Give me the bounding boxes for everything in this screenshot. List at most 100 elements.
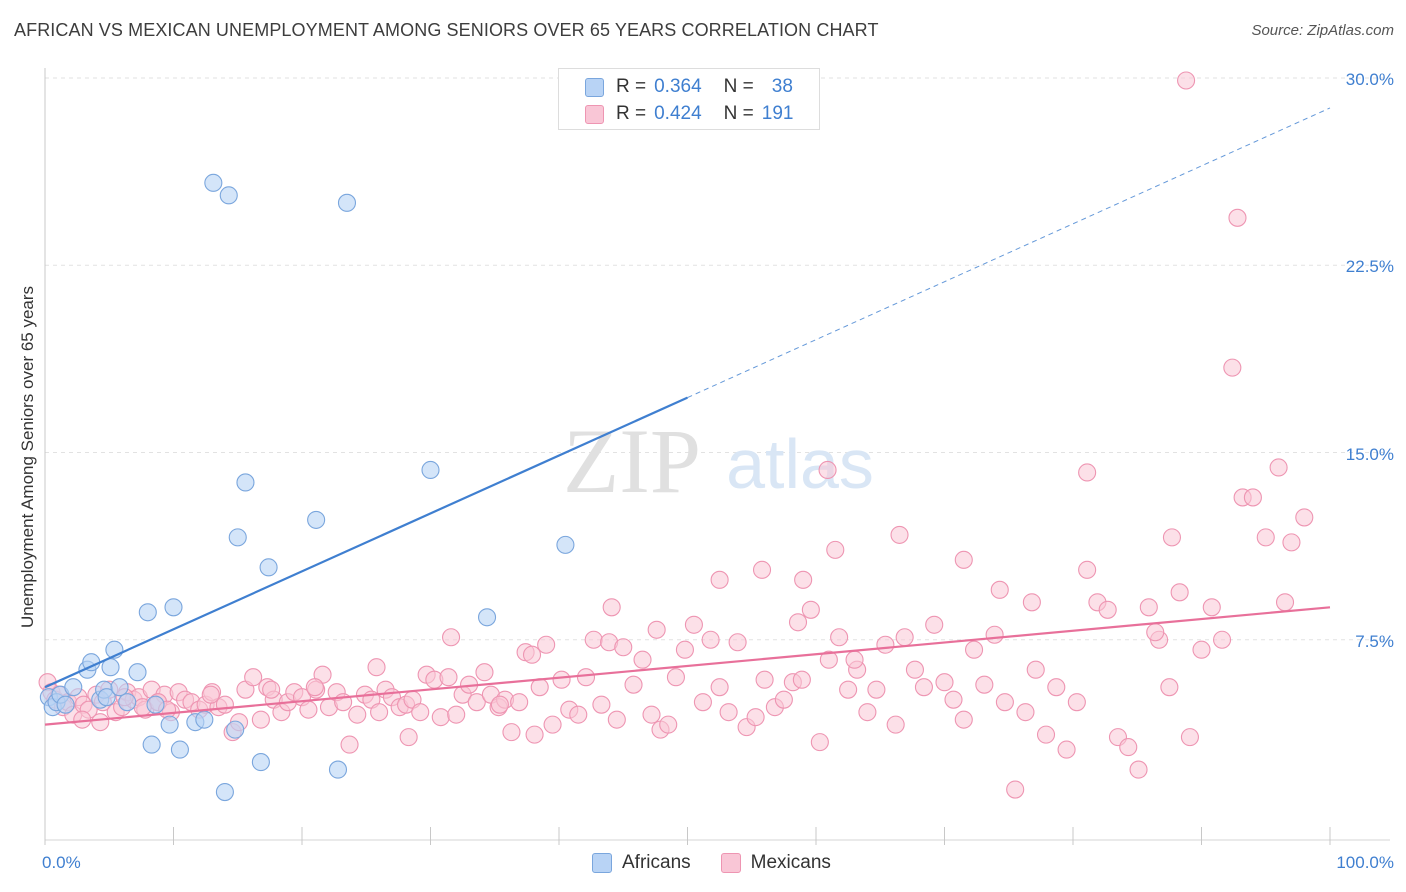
mexicans-point-30[interactable] (215, 695, 234, 714)
mexicans-point-87[interactable] (624, 675, 643, 694)
mexicans-point-108[interactable] (810, 733, 829, 752)
africans-point-16[interactable] (138, 603, 157, 622)
mexicans-point-127[interactable] (995, 693, 1014, 712)
mexicans-point-174[interactable] (399, 728, 418, 747)
africans-point-10[interactable] (97, 688, 116, 707)
africans-point-26[interactable] (259, 558, 278, 577)
mexicans-point-164[interactable] (845, 650, 864, 669)
mexicans-point-169[interactable] (794, 570, 813, 589)
mexicans-point-176[interactable] (305, 678, 324, 697)
mexicans-point-148[interactable] (1213, 630, 1232, 649)
mexicans-point-85[interactable] (607, 710, 626, 729)
africans-point-25[interactable] (251, 753, 270, 772)
mexicans-point-145[interactable] (1180, 728, 1199, 747)
mexicans-point-76[interactable] (537, 635, 556, 654)
mexicans-point-183[interactable] (91, 713, 110, 732)
mexicans-point-155[interactable] (1295, 508, 1314, 527)
mexicans-point-99[interactable] (728, 633, 747, 652)
mexicans-point-178[interactable] (201, 685, 220, 704)
mexicans-point-186[interactable] (525, 725, 544, 744)
africans-point-15[interactable] (128, 663, 147, 682)
mexicans-point-184[interactable] (1146, 623, 1165, 642)
mexicans-point-166[interactable] (710, 570, 729, 589)
mexicans-point-154[interactable] (1282, 533, 1301, 552)
mexicans-point-82[interactable] (584, 630, 603, 649)
africans-point-33[interactable] (219, 186, 238, 205)
mexicans-point-116[interactable] (886, 715, 905, 734)
mexicans-point-128[interactable] (1006, 780, 1025, 799)
mexicans-point-95[interactable] (693, 693, 712, 712)
mexicans-point-130[interactable] (1026, 660, 1045, 679)
mexicans-point-104[interactable] (774, 690, 793, 709)
mexicans-point-102[interactable] (755, 670, 774, 689)
mexicans-point-113[interactable] (858, 703, 877, 722)
africans-point-17[interactable] (160, 715, 179, 734)
mexicans-point-122[interactable] (944, 690, 963, 709)
africans-point-23[interactable] (228, 528, 247, 547)
mexicans-point-62[interactable] (439, 668, 458, 687)
mexicans-point-185[interactable] (1275, 593, 1295, 612)
africans-point-22[interactable] (226, 720, 245, 739)
mexicans-point-91[interactable] (659, 715, 678, 734)
mexicans-point-66[interactable] (467, 693, 486, 712)
mexicans-point-98[interactable] (719, 703, 738, 722)
mexicans-point-48[interactable] (340, 735, 359, 754)
mexicans-point-121[interactable] (935, 673, 954, 692)
mexicans-point-140[interactable] (1129, 760, 1148, 779)
mexicans-point-97[interactable] (710, 678, 729, 697)
mexicans-point-134[interactable] (1067, 693, 1086, 712)
mexicans-point-139[interactable] (1119, 738, 1138, 757)
mexicans-point-101[interactable] (746, 708, 765, 727)
mexicans-point-89[interactable] (642, 705, 661, 724)
mexicans-point-35[interactable] (251, 710, 270, 729)
mexicans-point-58[interactable] (411, 703, 430, 722)
mexicans-point-96[interactable] (701, 630, 720, 649)
mexicans-point-78[interactable] (552, 670, 571, 689)
mexicans-point-132[interactable] (1047, 678, 1066, 697)
mexicans-point-168[interactable] (818, 460, 837, 480)
mexicans-point-167[interactable] (826, 540, 845, 559)
mexicans-point-34[interactable] (244, 668, 263, 687)
mexicans-point-110[interactable] (830, 628, 849, 647)
mexicans-point-118[interactable] (905, 660, 924, 679)
mexicans-point-114[interactable] (867, 680, 886, 699)
mexicans-point-170[interactable] (788, 613, 808, 632)
mexicans-point-146[interactable] (1192, 640, 1211, 659)
mexicans-point-160[interactable] (1162, 528, 1181, 547)
mexicans-point-92[interactable] (666, 668, 685, 687)
legend-item-mexicans[interactable]: Mexicans (720, 852, 831, 874)
mexicans-point-86[interactable] (614, 638, 633, 657)
mexicans-point-75[interactable] (530, 678, 549, 697)
mexicans-point-94[interactable] (684, 615, 703, 634)
mexicans-point-172[interactable] (602, 598, 621, 617)
mexicans-point-129[interactable] (1016, 703, 1035, 722)
mexicans-point-157[interactable] (990, 580, 1009, 599)
mexicans-point-143[interactable] (1160, 678, 1179, 697)
mexicans-point-49[interactable] (348, 705, 367, 724)
africans-point-30[interactable] (477, 608, 497, 627)
africans-point-37[interactable] (170, 740, 189, 759)
mexicans-point-109[interactable] (819, 650, 838, 669)
mexicans-point-141[interactable] (1139, 598, 1158, 617)
mexicans-point-117[interactable] (895, 628, 914, 647)
mexicans-point-158[interactable] (1022, 593, 1041, 612)
mexicans-point-171[interactable] (647, 620, 666, 639)
mexicans-point-144[interactable] (1170, 583, 1189, 602)
mexicans-point-77[interactable] (543, 715, 562, 734)
africans-point-18[interactable] (164, 598, 183, 617)
mexicans-point-151[interactable] (1243, 488, 1262, 507)
mexicans-point-74[interactable] (522, 645, 542, 664)
legend-item-africans[interactable]: Africans (592, 852, 691, 874)
mexicans-point-63[interactable] (447, 705, 466, 724)
africans-point-14[interactable] (118, 693, 137, 712)
mexicans-point-152[interactable] (1256, 528, 1275, 547)
mexicans-point-115[interactable] (876, 635, 895, 654)
mexicans-point-135[interactable] (1078, 560, 1097, 579)
mexicans-point-126[interactable] (985, 625, 1004, 644)
mexicans-point-156[interactable] (954, 550, 973, 569)
mexicans-point-153[interactable] (1269, 458, 1288, 477)
mexicans-point-67[interactable] (475, 663, 494, 682)
africans-point-35[interactable] (142, 735, 161, 754)
mexicans-point-119[interactable] (914, 678, 933, 697)
mexicans-point-123[interactable] (954, 710, 973, 729)
